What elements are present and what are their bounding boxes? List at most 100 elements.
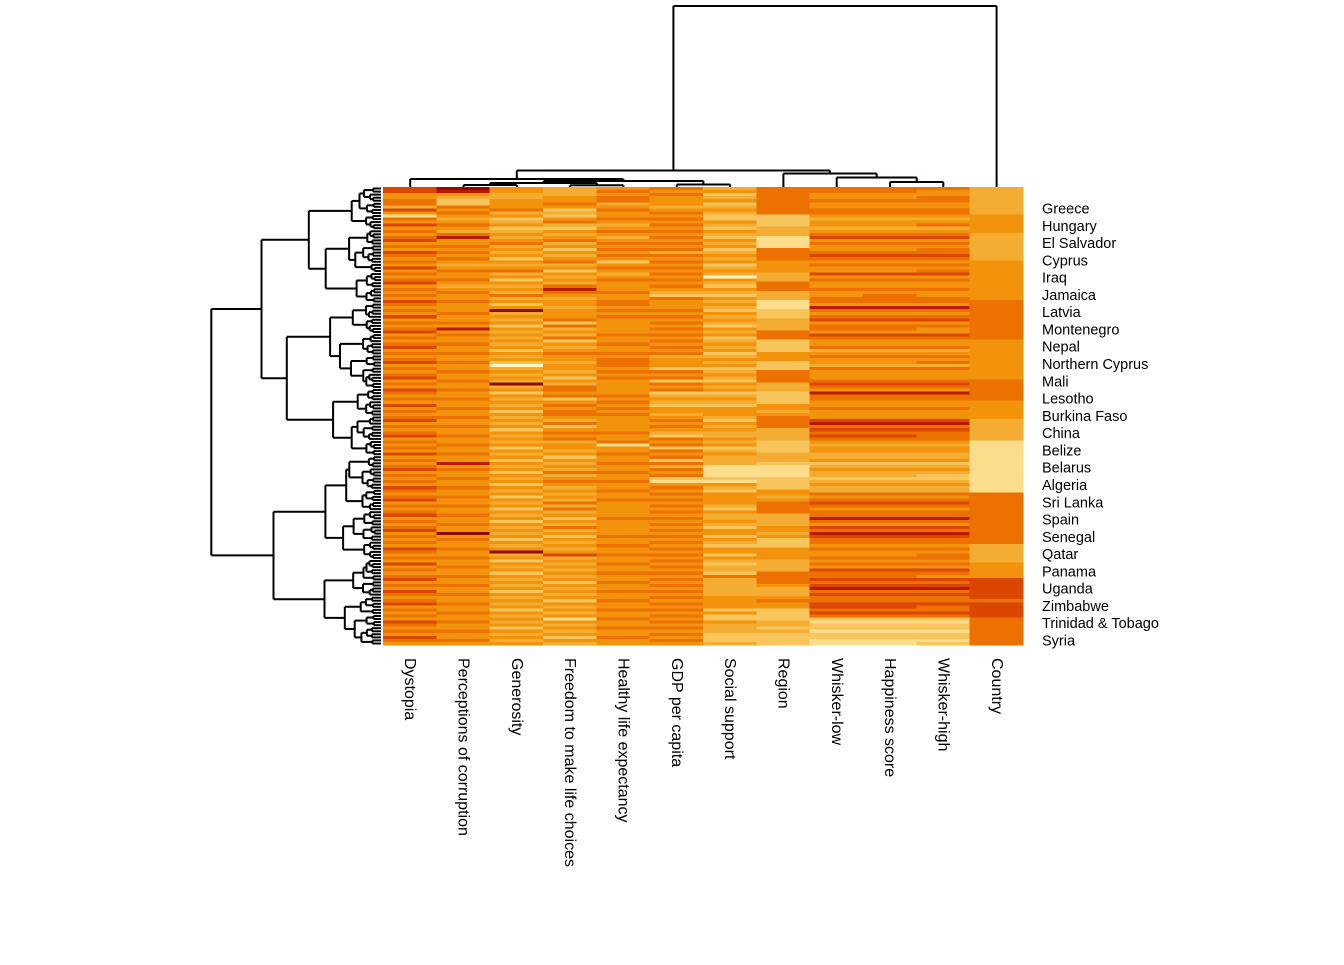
heatmap-cell bbox=[436, 510, 491, 515]
heatmap-cell bbox=[436, 318, 491, 322]
heatmap-cell bbox=[809, 507, 864, 512]
heatmap-cell bbox=[916, 532, 971, 536]
heatmap-cell bbox=[489, 397, 544, 402]
heatmap-cell bbox=[436, 559, 491, 564]
heatmap-cell bbox=[703, 489, 757, 493]
heatmap-cell bbox=[703, 379, 757, 383]
heatmap-cell bbox=[489, 580, 544, 585]
heatmap-cell bbox=[863, 318, 917, 322]
heatmap-cell bbox=[703, 568, 757, 573]
heatmap-cell bbox=[809, 263, 864, 267]
heatmap-cell bbox=[703, 397, 757, 402]
heatmap-cell bbox=[649, 232, 704, 237]
heatmap-cell bbox=[703, 486, 757, 490]
heatmap-cell bbox=[703, 241, 757, 246]
heatmap-cell bbox=[649, 504, 704, 509]
heatmap-cell bbox=[916, 400, 971, 405]
heatmap-cell bbox=[703, 428, 757, 432]
heatmap-cell bbox=[649, 245, 704, 249]
heatmap-cell bbox=[596, 241, 651, 246]
heatmap-cell bbox=[809, 504, 864, 509]
heatmap-cell bbox=[383, 617, 437, 622]
heatmap-cell bbox=[436, 483, 491, 487]
heatmap-cell bbox=[489, 443, 544, 448]
heatmap-cell bbox=[703, 321, 757, 325]
heatmap-cell bbox=[916, 562, 971, 567]
heatmap-cell bbox=[756, 345, 811, 350]
heatmap-cell bbox=[383, 522, 437, 527]
heatmap-cell bbox=[383, 608, 437, 612]
heatmap-cell bbox=[916, 254, 971, 258]
heatmap-cell bbox=[809, 373, 864, 377]
heatmap-cell bbox=[969, 190, 1024, 194]
heatmap-cell bbox=[809, 336, 864, 341]
heatmap-cell bbox=[649, 351, 704, 356]
heatmap-cell bbox=[649, 299, 704, 304]
heatmap-cell bbox=[436, 425, 491, 429]
heatmap-cell bbox=[863, 315, 917, 319]
heatmap-cell bbox=[383, 480, 437, 484]
heatmap-cell bbox=[383, 278, 437, 283]
heatmap-cell bbox=[543, 196, 597, 200]
heatmap-cell bbox=[596, 208, 651, 212]
heatmap-cell bbox=[596, 388, 651, 393]
heatmap-cell bbox=[809, 544, 864, 548]
heatmap-cell bbox=[436, 434, 491, 438]
heatmap-cell bbox=[703, 309, 757, 313]
heatmap-cell bbox=[809, 562, 864, 567]
heatmap-cell bbox=[809, 568, 864, 573]
heatmap-cell bbox=[863, 357, 917, 362]
heatmap-cell bbox=[916, 559, 971, 564]
heatmap-cell bbox=[969, 248, 1024, 252]
heatmap-cell bbox=[436, 361, 491, 365]
heatmap-cell bbox=[863, 629, 917, 634]
heatmap-cell bbox=[756, 391, 811, 396]
row-label: Latvia bbox=[1042, 305, 1082, 321]
heatmap-cell bbox=[383, 303, 437, 307]
heatmap-cell bbox=[383, 541, 437, 545]
heatmap-cell bbox=[863, 251, 917, 255]
heatmap-cell bbox=[703, 232, 757, 237]
heatmap-cell bbox=[969, 556, 1024, 560]
heatmap-cell bbox=[916, 403, 971, 408]
heatmap-cell bbox=[543, 315, 597, 319]
heatmap-cell bbox=[969, 599, 1024, 603]
heatmap-cell bbox=[543, 364, 597, 368]
heatmap-cell bbox=[756, 495, 811, 499]
heatmap-cell bbox=[969, 312, 1024, 316]
heatmap-cell bbox=[809, 364, 864, 368]
heatmap-cell bbox=[436, 220, 491, 225]
heatmap-cell bbox=[649, 541, 704, 545]
heatmap-cell bbox=[703, 525, 757, 530]
heatmap-cell bbox=[809, 580, 864, 585]
heatmap-cell bbox=[489, 309, 544, 313]
heatmap-cell bbox=[489, 312, 544, 316]
heatmap-cell bbox=[543, 382, 597, 386]
heatmap-cell bbox=[916, 354, 971, 359]
row-label: Spain bbox=[1042, 513, 1079, 529]
heatmap-cell bbox=[916, 495, 971, 499]
heatmap-cell bbox=[916, 376, 971, 380]
heatmap-cell bbox=[969, 550, 1024, 554]
heatmap-cell bbox=[969, 641, 1024, 646]
heatmap-cell bbox=[489, 260, 544, 264]
heatmap-cell bbox=[756, 357, 811, 362]
heatmap-cell bbox=[543, 611, 597, 615]
heatmap-cell bbox=[543, 458, 597, 463]
heatmap-cell bbox=[596, 223, 651, 228]
heatmap-cell bbox=[809, 296, 864, 301]
heatmap-cell bbox=[703, 287, 757, 292]
heatmap-cell bbox=[383, 599, 437, 603]
heatmap-cell bbox=[489, 336, 544, 341]
heatmap-cell bbox=[489, 284, 544, 289]
heatmap-cell bbox=[703, 254, 757, 258]
heatmap-cell bbox=[649, 425, 704, 429]
heatmap-cell bbox=[703, 412, 757, 417]
heatmap-cell bbox=[489, 617, 544, 622]
heatmap-cell bbox=[916, 382, 971, 386]
heatmap-cell bbox=[489, 477, 544, 481]
heatmap-cell bbox=[383, 238, 437, 243]
heatmap-cell bbox=[543, 367, 597, 371]
row-label: Burkina Faso bbox=[1042, 409, 1127, 425]
heatmap-cell bbox=[916, 226, 971, 231]
